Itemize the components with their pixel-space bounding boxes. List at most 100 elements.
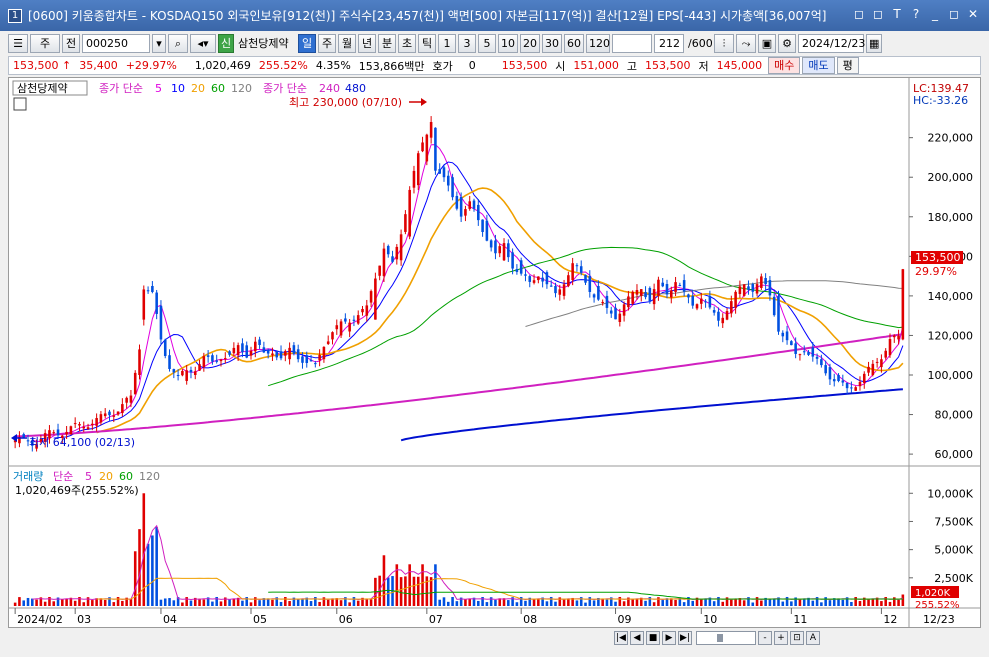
volume-bar — [284, 597, 287, 606]
candle-body — [528, 276, 532, 282]
interval-5[interactable]: 5 — [478, 34, 496, 53]
interval-10[interactable]: 10 — [498, 34, 518, 53]
date-input[interactable]: 2024/12/23 — [798, 34, 865, 53]
volume-bar — [678, 597, 682, 606]
current-price-axis-label: 153,500 — [915, 251, 961, 264]
zoom-slider[interactable] — [696, 631, 756, 645]
candle-body — [61, 435, 64, 438]
count-input[interactable]: 212 — [654, 34, 684, 53]
first-page-icon[interactable]: |◀ — [614, 631, 628, 645]
code-dropdown-icon[interactable]: ▾ — [152, 34, 166, 53]
volume-bar — [850, 601, 853, 606]
price-chart[interactable]: 220,000200,000180,000160,000140,000120,0… — [9, 78, 980, 627]
average-button[interactable]: 평 — [836, 57, 859, 74]
volume-bar — [348, 602, 351, 606]
period-tick[interactable]: 틱 — [418, 34, 436, 53]
period-week[interactable]: 주 — [318, 34, 336, 53]
period-year[interactable]: 년 — [358, 34, 376, 53]
candle-body — [455, 195, 459, 209]
save-icon[interactable]: ▣ — [758, 34, 776, 53]
window-title: [0600] 키움종합차트 - KOSDAQ150 외국인보유[912(천)] … — [28, 9, 827, 23]
candle-body — [494, 240, 497, 254]
sound-icon[interactable]: ◂▾ — [190, 34, 216, 53]
zoom-out-icon[interactable]: - — [758, 631, 772, 645]
grid-toggle-icon[interactable] — [13, 97, 27, 111]
candle-body — [412, 170, 416, 188]
restore-icon[interactable]: ◻ — [854, 7, 864, 21]
period-day[interactable]: 일 — [298, 34, 316, 53]
interval-3[interactable]: 3 — [458, 34, 476, 53]
candle-body — [760, 276, 763, 288]
interval-120[interactable]: 120 — [586, 34, 610, 53]
period-minute[interactable]: 분 — [378, 34, 396, 53]
close-icon[interactable]: ✕ — [967, 7, 979, 21]
sell-button[interactable]: 매도 — [802, 57, 835, 74]
volume-bar — [674, 599, 677, 606]
text-icon[interactable]: T — [893, 7, 901, 21]
candle-body — [314, 363, 317, 365]
candle-body — [477, 204, 480, 221]
layout-icon[interactable]: ◻ — [873, 7, 883, 21]
minimize-icon[interactable]: _ — [932, 7, 938, 21]
font-icon[interactable]: A — [806, 631, 820, 645]
volume-bar — [43, 601, 47, 606]
candle-body — [498, 246, 502, 254]
candle-body — [892, 335, 896, 338]
period-month[interactable]: 월 — [338, 34, 356, 53]
quote-label: 호가 — [432, 59, 453, 73]
candle-body — [121, 404, 124, 414]
stock-code-input[interactable]: 000250 — [82, 34, 150, 53]
interval-1[interactable]: 1 — [438, 34, 456, 53]
volume-bar — [734, 598, 737, 606]
next-page-icon[interactable]: ▶ — [662, 631, 676, 645]
interval-20[interactable]: 20 — [520, 34, 540, 53]
candle-body — [871, 363, 875, 375]
fit-icon[interactable]: ⊡ — [790, 631, 804, 645]
volume-bar — [198, 598, 201, 606]
chart-type-icon[interactable]: ⫶ — [714, 34, 734, 53]
volume-bar — [335, 598, 339, 606]
candle-body — [451, 177, 454, 198]
chart-area[interactable]: 220,000200,000180,000160,000140,000120,0… — [8, 77, 981, 628]
maximize-icon[interactable]: ◻ — [949, 7, 959, 21]
gear-icon[interactable]: ⚙ — [778, 34, 796, 53]
zoom-in-icon[interactable]: + — [774, 631, 788, 645]
search-icon[interactable]: ⌕ — [168, 34, 188, 53]
period-second[interactable]: 초 — [398, 34, 416, 53]
volume-bar — [163, 598, 167, 606]
toolbar-menu-icon[interactable]: ☰ — [8, 34, 28, 53]
prev-button[interactable]: 전 — [62, 34, 80, 53]
interval-30[interactable]: 30 — [542, 34, 562, 53]
interval-60[interactable]: 60 — [564, 34, 584, 53]
type-select[interactable]: 주 — [30, 34, 60, 53]
candle-body — [609, 310, 613, 314]
volume-bar — [751, 602, 755, 606]
volume-bar — [26, 597, 30, 606]
candle-body — [361, 308, 364, 313]
volume-bar — [785, 596, 789, 606]
volume-bar — [764, 597, 767, 606]
volume-bar — [339, 600, 343, 606]
candle-body — [597, 286, 600, 300]
prev-page-icon[interactable]: ◀ — [630, 631, 644, 645]
calendar-icon[interactable]: ▦ — [866, 34, 882, 53]
buy-button[interactable]: 매수 — [768, 57, 801, 74]
stop-icon[interactable]: ■ — [646, 631, 660, 645]
help-icon[interactable]: ? — [912, 7, 920, 21]
candle-body — [700, 298, 703, 304]
volume-bar — [609, 597, 613, 606]
candle-body — [485, 220, 489, 241]
candle-body — [344, 318, 347, 322]
chart-toolbar: ☰ 주 전 000250 ▾ ⌕ ◂▾ 신 삼천당제약 일 주 월 년 분 초 … — [8, 33, 981, 54]
custom-interval-input[interactable] — [612, 34, 652, 53]
indicator-icon[interactable]: ⤳ — [736, 34, 756, 53]
candle-body — [631, 291, 634, 304]
candle-body — [348, 322, 351, 332]
volume-bar — [695, 597, 699, 606]
candle-body — [742, 284, 746, 296]
last-page-icon[interactable]: ▶| — [678, 631, 692, 645]
candle-body — [95, 418, 98, 426]
volume-bar — [211, 601, 214, 606]
candle-body — [446, 175, 450, 186]
zoom-slider-thumb[interactable] — [717, 634, 723, 642]
